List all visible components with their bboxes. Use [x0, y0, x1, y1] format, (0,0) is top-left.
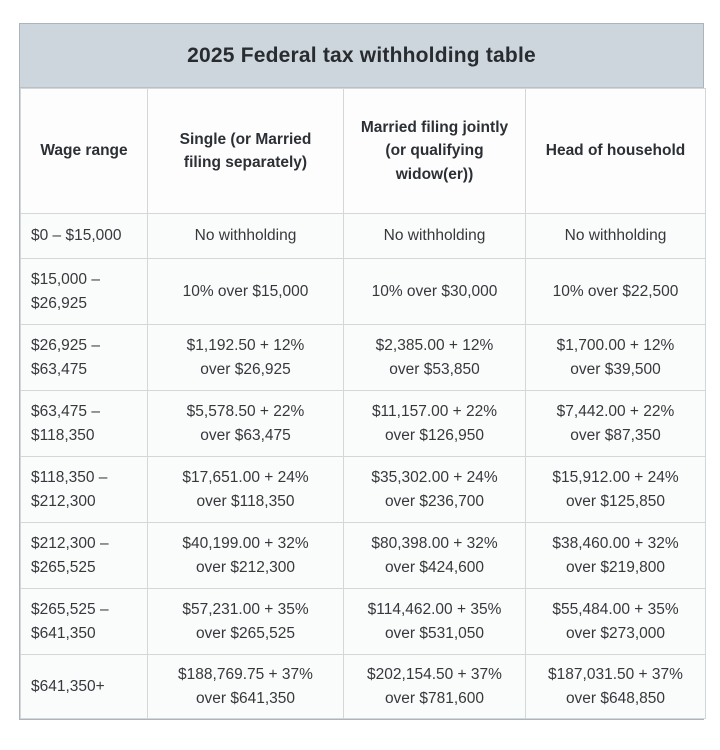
- wage-range-cell: $118,350 – $212,300: [20, 456, 148, 523]
- withholding-cell: $188,769.75 + 37% over $641,350: [147, 654, 344, 719]
- column-header: Single (or Married filing separately): [147, 88, 344, 214]
- wage-range-cell: $212,300 – $265,525: [20, 522, 148, 589]
- withholding-cell: 10% over $22,500: [525, 258, 706, 325]
- wage-range-cell: $26,925 – $63,475: [20, 324, 148, 391]
- withholding-cell: $80,398.00 + 32% over $424,600: [343, 522, 526, 589]
- table-row: $63,475 – $118,350 $5,578.50 + 22% over $…: [20, 390, 706, 457]
- withholding-cell: $40,199.00 + 32% over $212,300: [147, 522, 344, 589]
- withholding-cell: $35,302.00 + 24% over $236,700: [343, 456, 526, 523]
- tax-table: Wage range Single (or Married filing sepa…: [20, 88, 706, 719]
- withholding-cell: $2,385.00 + 12% over $53,850: [343, 324, 526, 391]
- table-row: $265,525 – $641,350 $57,231.00 + 35% over…: [20, 588, 706, 655]
- withholding-cell: $7,442.00 + 22% over $87,350: [525, 390, 706, 457]
- withholding-cell: $57,231.00 + 35% over $265,525: [147, 588, 344, 655]
- table-row: $212,300 – $265,525 $40,199.00 + 32% over…: [20, 522, 706, 589]
- withholding-cell: 10% over $30,000: [343, 258, 526, 325]
- wage-range-cell: $265,525 – $641,350: [20, 588, 148, 655]
- withholding-table: 2025 Federal tax withholding table Wage …: [19, 23, 706, 720]
- withholding-cell: $114,462.00 + 35% over $531,050: [343, 588, 526, 655]
- withholding-cell: $55,484.00 + 35% over $273,000: [525, 588, 706, 655]
- withholding-cell: $38,460.00 + 32% over $219,800: [525, 522, 706, 589]
- table-row: $0 – $15,000 No withholding No withholding…: [20, 213, 706, 259]
- withholding-cell: No withholding: [343, 213, 526, 259]
- table-row: $26,925 – $63,475 $1,192.50 + 12% over $2…: [20, 324, 706, 391]
- withholding-cell: $1,192.50 + 12% over $26,925: [147, 324, 344, 391]
- column-header: Wage range: [20, 88, 148, 214]
- table-title: 2025 Federal tax withholding table: [20, 24, 703, 88]
- withholding-cell: 10% over $15,000: [147, 258, 344, 325]
- withholding-cell: $17,651.00 + 24% over $118,350: [147, 456, 344, 523]
- column-header: Married filing jointly (or qualifying wi…: [343, 88, 526, 214]
- column-header: Head of household: [525, 88, 706, 214]
- withholding-cell: $1,700.00 + 12% over $39,500: [525, 324, 706, 391]
- table-row: $641,350+ $188,769.75 + 37% over $641,350…: [20, 654, 706, 719]
- header-row: Wage range Single (or Married filing sepa…: [20, 88, 706, 214]
- table-row: $15,000 – $26,925 10% over $15,000 10% ove…: [20, 258, 706, 325]
- withholding-cell: $5,578.50 + 22% over $63,475: [147, 390, 344, 457]
- withholding-cell: $202,154.50 + 37% over $781,600: [343, 654, 526, 719]
- withholding-cell: No withholding: [525, 213, 706, 259]
- wage-range-cell: $0 – $15,000: [20, 213, 148, 259]
- withholding-cell: $15,912.00 + 24% over $125,850: [525, 456, 706, 523]
- wage-range-cell: $63,475 – $118,350: [20, 390, 148, 457]
- table-body: $0 – $15,000 No withholding No withholding…: [20, 213, 706, 719]
- table-row: $118,350 – $212,300 $17,651.00 + 24% over…: [20, 456, 706, 523]
- wage-range-cell: $641,350+: [20, 654, 148, 719]
- withholding-cell: $11,157.00 + 22% over $126,950: [343, 390, 526, 457]
- wage-range-cell: $15,000 – $26,925: [20, 258, 148, 325]
- withholding-cell: No withholding: [147, 213, 344, 259]
- withholding-cell: $187,031.50 + 37% over $648,850: [525, 654, 706, 719]
